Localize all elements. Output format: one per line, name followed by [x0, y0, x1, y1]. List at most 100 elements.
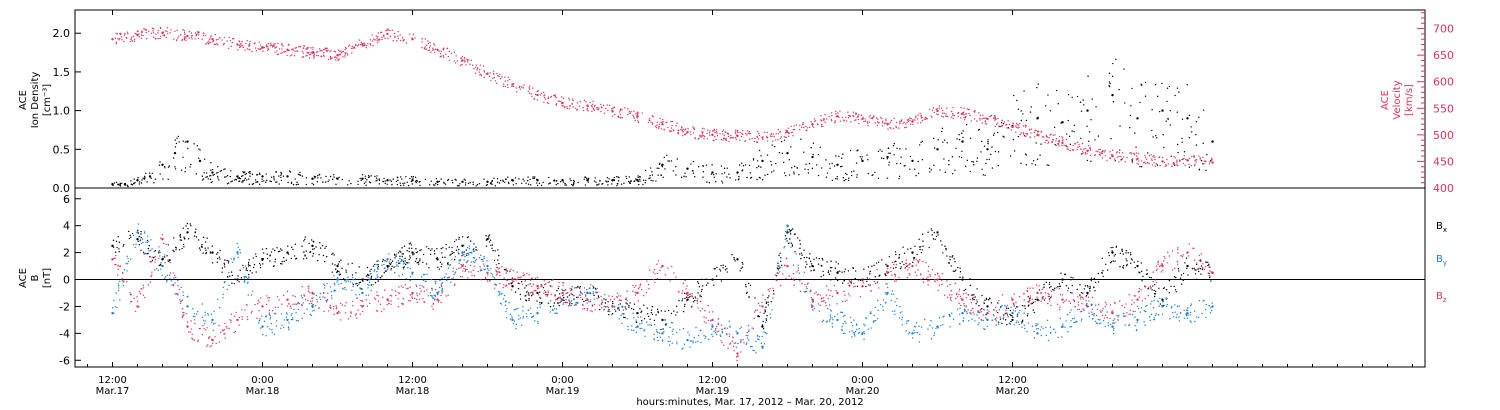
velocity-dot	[675, 125, 677, 127]
density-dot	[808, 162, 811, 165]
by-dot	[896, 297, 898, 300]
bx-dot	[542, 286, 545, 289]
bz-dot	[1113, 318, 1116, 320]
density-dot	[1066, 133, 1068, 135]
bx-dot	[716, 266, 718, 269]
velocity-dot	[374, 39, 376, 41]
by-dot	[1040, 334, 1042, 337]
velocity-dot	[547, 96, 550, 98]
density-dot	[756, 167, 758, 169]
bx-dot	[317, 259, 319, 262]
bx-dot	[683, 292, 686, 295]
by-dot	[1112, 322, 1115, 324]
density-dot	[1094, 139, 1096, 141]
density-dot	[193, 143, 195, 145]
velocity-dot	[378, 40, 380, 42]
velocity-dot	[1103, 151, 1105, 153]
density-dot	[1037, 83, 1039, 85]
bz-dot	[211, 338, 213, 340]
density-dot	[721, 180, 723, 182]
velocity-dot	[239, 46, 242, 48]
bx-dot	[650, 309, 653, 311]
velocity-dot	[945, 113, 947, 115]
velocity-dot	[479, 74, 481, 76]
by-dot	[840, 328, 843, 331]
bx-dot	[1012, 316, 1014, 318]
by-dot	[452, 270, 454, 273]
by-dot	[431, 289, 433, 291]
by-dot	[721, 330, 723, 333]
bottom-panel-data	[111, 222, 1214, 362]
by-dot	[373, 270, 375, 272]
density-dot	[675, 166, 677, 168]
by-dot	[464, 255, 466, 258]
density-dot	[364, 177, 367, 180]
velocity-dot	[400, 39, 402, 42]
density-dot	[219, 170, 222, 172]
bx-dot	[1032, 301, 1035, 304]
bz-dot	[169, 272, 172, 274]
density-dot	[774, 145, 776, 148]
bx-dot	[837, 270, 839, 273]
velocity-dot	[1113, 158, 1116, 160]
by-dot	[761, 335, 763, 338]
bx-dot	[428, 267, 430, 269]
bx-dot	[573, 298, 575, 300]
density-dot	[969, 170, 971, 173]
velocity-dot	[786, 129, 788, 132]
density-dot	[510, 179, 513, 181]
velocity-dot	[629, 112, 632, 114]
bx-dot	[1152, 285, 1154, 287]
bx-dot	[332, 252, 334, 255]
by-dot	[764, 332, 767, 334]
by-dot	[571, 285, 573, 288]
bx-dot	[623, 316, 625, 319]
bx-dot	[945, 249, 947, 251]
density-dot	[329, 175, 332, 178]
bx-dot	[179, 239, 181, 241]
bx-dot	[742, 263, 744, 265]
velocity-dot	[735, 138, 737, 141]
by-dot	[1210, 309, 1213, 312]
by-dot	[895, 304, 898, 307]
density-dot	[655, 180, 657, 182]
density-dot	[657, 174, 659, 176]
density-dot	[289, 171, 292, 173]
bz-point	[261, 305, 264, 308]
velocity-dot	[372, 38, 375, 40]
density-dot	[836, 176, 838, 178]
density-dot	[233, 179, 236, 181]
density-dot	[478, 182, 481, 185]
bx-dot	[865, 285, 867, 288]
velocity-dot	[485, 73, 487, 75]
density-dot	[464, 179, 467, 181]
bx-dot	[1026, 315, 1029, 317]
density-dot	[756, 178, 758, 181]
by-dot	[466, 246, 469, 249]
bx-dot	[496, 266, 498, 269]
velocity-dot	[1015, 125, 1017, 127]
by-dot	[473, 247, 475, 250]
by-dot	[430, 278, 433, 281]
bz-dot	[664, 274, 666, 276]
bx-dot	[331, 263, 334, 265]
velocity-dot	[957, 115, 959, 117]
bx-dot	[305, 250, 307, 252]
by-dot	[204, 314, 206, 316]
density-dot	[564, 182, 566, 185]
bz-dot	[1085, 299, 1087, 302]
density-dot	[451, 181, 454, 184]
density-dot	[572, 182, 575, 184]
velocity-dot	[467, 61, 469, 63]
bx-dot	[676, 311, 678, 313]
density-dot	[623, 182, 625, 185]
by-dot	[894, 313, 896, 316]
velocity-dot	[1109, 157, 1112, 160]
velocity-tick-label: 400	[1433, 182, 1454, 195]
velocity-dot	[397, 30, 399, 33]
density-dot	[616, 175, 618, 178]
by-point	[511, 318, 514, 322]
bz-dot	[536, 276, 539, 279]
velocity-dot	[440, 55, 443, 57]
bx-dot	[934, 238, 936, 241]
